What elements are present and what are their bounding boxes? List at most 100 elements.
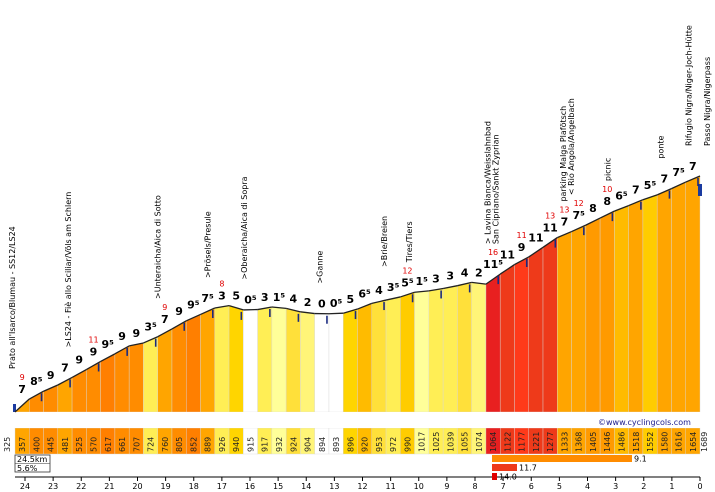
elevation-label: 1580 — [660, 432, 669, 452]
elevation-label: 1333 — [560, 432, 569, 452]
grade-band — [642, 194, 658, 413]
summary-bar — [492, 464, 517, 471]
km-tick-label: 19 — [161, 482, 171, 491]
max-grade-label: 8 — [219, 280, 224, 289]
km-tick-label: 13 — [329, 482, 339, 491]
profile-segment — [656, 188, 672, 196]
grade-band — [371, 299, 387, 413]
elevation-label: 915 — [246, 437, 255, 452]
elevation-label: 1552 — [646, 432, 655, 452]
elevation-label: 972 — [389, 437, 398, 452]
km-tick-label: 17 — [217, 482, 227, 491]
km-tick-label: 8 — [472, 482, 477, 491]
grade-label: 9⁵ — [187, 298, 200, 311]
profile-segment — [300, 311, 315, 315]
elevation-label: 893 — [332, 437, 341, 452]
elevation-label: 724 — [147, 437, 156, 452]
grade-label: 8 — [589, 202, 597, 215]
profile-segment — [628, 199, 644, 207]
elevation-label: 357 — [18, 437, 27, 452]
grade-band — [357, 303, 372, 413]
km-tick-label: 1 — [669, 482, 674, 491]
grade-band — [43, 384, 59, 413]
grade-label: 9⁵ — [102, 338, 115, 351]
grade-label: 7 — [632, 184, 640, 197]
grade-label: 9 — [118, 330, 126, 343]
profile-segment — [457, 281, 472, 287]
elevation-label: 1486 — [618, 432, 627, 452]
elevation-label: 1616 — [675, 432, 684, 452]
km-tick-label: 6 — [529, 482, 534, 491]
profile-segment — [100, 353, 116, 363]
km-tick-label: 18 — [189, 482, 199, 491]
grade-label: 5 — [232, 290, 240, 303]
profile-segment — [28, 390, 44, 400]
profile-segment — [514, 256, 530, 266]
elevation-label: 1055 — [461, 432, 470, 452]
grade-label: 4 — [289, 292, 297, 305]
max-grade-label: 12 — [574, 199, 584, 208]
profile-segment — [414, 290, 429, 293]
grade-band — [571, 224, 587, 413]
max-grade-label: 9 — [162, 303, 167, 312]
grade-label: 7⁵ — [201, 292, 214, 305]
km-tick-label: 7 — [501, 482, 506, 491]
grade-band — [614, 205, 629, 413]
profile-segment — [614, 204, 629, 212]
grade-band — [343, 308, 358, 413]
gap-strip — [15, 412, 700, 428]
elevation-label: 1025 — [432, 432, 441, 452]
grade-band — [200, 307, 215, 413]
max-grade-label: 13 — [559, 206, 569, 215]
profile-segment — [542, 237, 558, 248]
grade-label: 7⁵ — [572, 209, 585, 222]
place-label: >Oberaicha/Aica di Sopra — [240, 176, 249, 279]
grade-band — [400, 291, 415, 413]
place-label: parking Malga Plafötsch — [559, 106, 568, 202]
elevation-label: 1039 — [446, 432, 455, 452]
summary-bar-label: 9.1 — [634, 455, 647, 464]
grade-label: 3 — [218, 290, 226, 303]
place-label: > Lavina Bianca/Weisslahnbad — [483, 121, 492, 244]
grade-label: 9 — [518, 241, 526, 254]
elevation-label: 1405 — [589, 432, 598, 452]
profile-segment — [599, 210, 615, 219]
elevation-label: 1064 — [489, 432, 498, 452]
profile-segment — [71, 369, 87, 378]
grade-band — [285, 308, 301, 413]
profile-segment — [428, 287, 444, 292]
profile-segment — [228, 304, 244, 311]
km-tick-label: 10 — [414, 482, 424, 491]
grade-label: 0⁵ — [244, 294, 257, 307]
profile-line — [14, 175, 701, 413]
grade-band — [300, 311, 315, 413]
km-tick-label: 9 — [444, 482, 449, 491]
profile-segment — [471, 281, 487, 285]
km-tick-label: 14 — [301, 482, 311, 491]
grade-band — [656, 188, 672, 413]
profile-segment — [171, 320, 187, 330]
grade-label: 11 — [500, 249, 515, 262]
website-label: ©www.cyclingcols.com — [598, 418, 691, 427]
elevation-label: 707 — [132, 437, 141, 452]
grade-band — [671, 181, 686, 413]
place-label: Prato all'Isarco/Blumau - SS12/LS24 — [8, 226, 17, 369]
place-label: >LS24 - Fiè allo Sciliar/Völs am Schlern — [63, 192, 73, 348]
grade-label: 3⁵ — [387, 281, 400, 294]
grade-label: 9 — [175, 305, 183, 318]
profile-segment — [528, 246, 544, 258]
max-grade-label: 13 — [545, 212, 555, 221]
km-tick-label: 20 — [132, 482, 142, 491]
max-grade-label: 11 — [517, 231, 527, 240]
km-tick-label: 12 — [357, 482, 367, 491]
grade-label: 3 — [446, 270, 454, 283]
grade-label: 11 — [528, 231, 543, 244]
grade-label: 6⁵ — [358, 287, 371, 300]
place-label: >Prösels/Presule — [204, 211, 213, 278]
elevation-label: 1518 — [632, 432, 641, 452]
start-marker — [13, 404, 16, 412]
grade-band — [457, 282, 472, 413]
grade-label: 9 — [75, 354, 83, 367]
elevation-label: 852 — [189, 437, 198, 452]
